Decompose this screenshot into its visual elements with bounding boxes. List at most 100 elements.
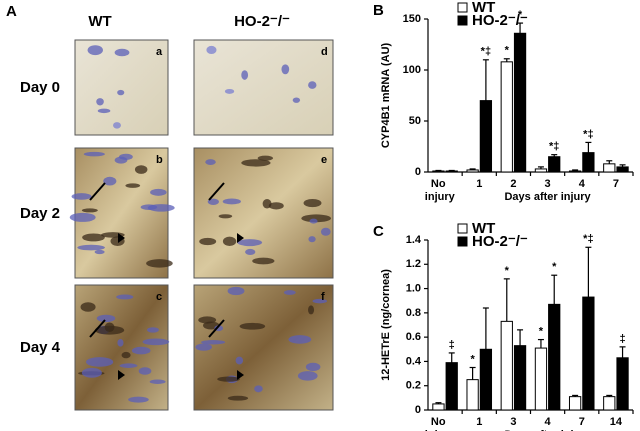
- cell: [125, 183, 141, 188]
- cell: [320, 227, 331, 236]
- bar: [513, 32, 527, 173]
- cell: [146, 259, 173, 268]
- cell: [114, 48, 130, 57]
- cell: [308, 81, 317, 89]
- cell: [303, 198, 322, 208]
- cell: [292, 97, 301, 103]
- legend-label: HO-2⁻/⁻: [472, 233, 528, 250]
- bar: [568, 170, 582, 173]
- cell: [222, 198, 241, 205]
- cell: [149, 379, 166, 384]
- cell: [241, 159, 271, 167]
- cell: [199, 237, 217, 246]
- bar: [548, 156, 561, 173]
- bar: [534, 347, 548, 411]
- bar: [445, 170, 458, 173]
- cell: [138, 367, 152, 375]
- image-letter: e: [321, 154, 327, 166]
- cell: [283, 290, 296, 295]
- y-tick-label: 0.2: [406, 380, 421, 392]
- y-tick-label: 1.4: [406, 234, 422, 246]
- y-axis-label: CYP4B1 mRNA (AU): [380, 43, 392, 149]
- x-tick-label: 3: [510, 416, 516, 428]
- bar: [432, 403, 445, 411]
- y-tick-label: 1.0: [406, 282, 421, 294]
- bar: [466, 169, 479, 173]
- column-label: WT: [88, 13, 111, 30]
- y-tick-label: 0.8: [406, 307, 421, 319]
- cell: [262, 199, 272, 209]
- cell: [195, 343, 212, 351]
- cell: [117, 89, 125, 96]
- bar: [479, 100, 493, 173]
- cell: [128, 396, 149, 403]
- cell: [87, 45, 103, 56]
- panel-label: A: [6, 3, 17, 20]
- cell: [288, 335, 312, 344]
- cell: [71, 193, 92, 200]
- cell: [85, 357, 114, 367]
- micrograph: [193, 284, 334, 411]
- cell: [207, 198, 219, 205]
- panel-label: B: [373, 2, 384, 19]
- cell: [239, 322, 266, 330]
- micrographs: a d b e c f: [69, 39, 334, 411]
- cell: [206, 45, 217, 54]
- legend-label: HO-2⁻/⁻: [472, 12, 528, 29]
- arrowhead: [118, 233, 125, 243]
- x-axis-label: Days after injury: [504, 429, 591, 431]
- image-letter: f: [321, 291, 325, 303]
- y-tick-label: 0.4: [406, 355, 422, 367]
- cell: [222, 236, 237, 247]
- x-tick-label: 14: [610, 416, 623, 428]
- arrow: [208, 319, 225, 338]
- bar: [603, 396, 616, 411]
- cell: [281, 64, 290, 75]
- cell: [235, 356, 244, 365]
- bar: [500, 320, 513, 411]
- cell: [150, 188, 167, 196]
- significance-marker: ‡: [449, 339, 455, 351]
- y-tick-label: 100: [403, 64, 421, 76]
- cell: [309, 218, 318, 224]
- bar: [616, 166, 629, 173]
- cell: [142, 338, 170, 346]
- significance-marker: *‡: [583, 128, 593, 140]
- y-tick-label: 1.2: [406, 258, 421, 270]
- significance-marker: *: [552, 261, 557, 273]
- cell: [114, 156, 128, 164]
- x-tick-label: 7: [579, 416, 585, 428]
- image-letter: d: [321, 46, 328, 58]
- legend-swatch: [457, 236, 468, 247]
- y-tick-label: 150: [403, 13, 421, 25]
- y-tick-label: 0: [415, 404, 421, 416]
- cell: [83, 151, 105, 157]
- bar: [568, 396, 582, 411]
- cell: [131, 346, 151, 355]
- cell: [257, 155, 274, 161]
- cell: [94, 325, 125, 335]
- image-letter: b: [156, 154, 163, 166]
- column-label: HO-2⁻/⁻: [234, 13, 290, 30]
- cell: [146, 327, 159, 333]
- cell: [81, 208, 98, 213]
- arrowhead: [237, 370, 244, 380]
- legend-swatch: [457, 15, 468, 26]
- significance-marker: *: [505, 265, 510, 277]
- cell: [80, 302, 96, 312]
- bar: [466, 379, 479, 411]
- arrowhead: [237, 233, 244, 243]
- cell: [198, 316, 217, 324]
- image-letter: c: [156, 291, 162, 303]
- bar: [616, 357, 629, 411]
- cell: [121, 351, 131, 359]
- cell: [301, 214, 332, 223]
- cell: [241, 70, 249, 80]
- cell: [69, 212, 96, 222]
- x-tick-label: No injury: [422, 416, 456, 431]
- cell: [297, 371, 318, 381]
- bar: [500, 61, 513, 173]
- micrograph: [74, 147, 169, 279]
- cell: [96, 314, 116, 323]
- y-tick-label: 0: [415, 166, 421, 178]
